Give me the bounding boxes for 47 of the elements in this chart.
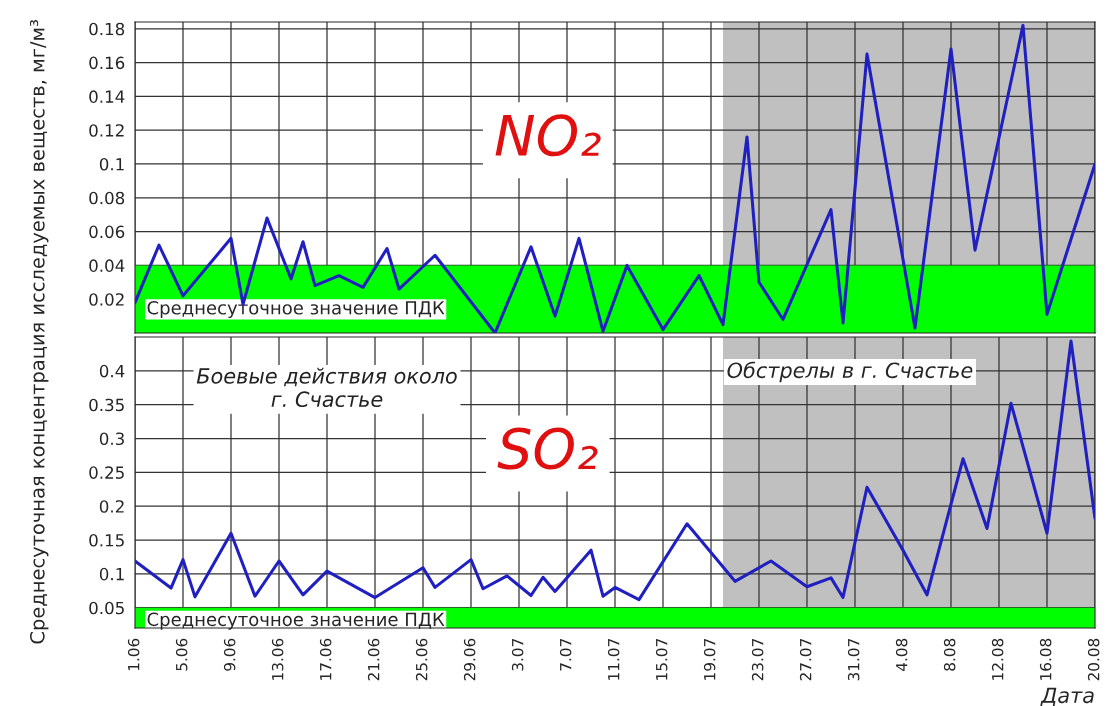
y-tick-label: 0.08 — [89, 191, 125, 205]
y-tick-label: 0.16 — [89, 56, 125, 70]
x-tick-label: 8.08 — [943, 638, 956, 671]
y-tick-label: 0.04 — [89, 259, 125, 272]
x-tick-label: 13.06 — [271, 638, 284, 680]
x-tick-label: 15.07 — [655, 639, 668, 680]
x-tick-label: 25.06 — [415, 638, 428, 681]
x-tick-label: 4.08 — [895, 638, 908, 671]
x-tick-label: 31.07 — [847, 639, 860, 681]
y-tick-label: 0.2 — [99, 500, 124, 513]
x-tick-label: 9.06 — [223, 638, 236, 671]
x-tick-label: 7.07 — [559, 639, 572, 671]
y-tick-label: 0.4 — [99, 364, 125, 378]
y-tick-label: 0.1 — [99, 567, 124, 581]
x-tick-label: 19.07 — [703, 639, 716, 680]
x-tick-label: 1.06 — [127, 638, 140, 671]
y-tick-label: 0.18 — [89, 22, 125, 36]
band-label: Обстрелы в г. Счастье — [727, 361, 973, 383]
y-axis-title: Среднесуточная концентрация исследуемых веществ, мг/м³ — [29, 20, 49, 644]
annotation: Боевые действия около г. Счастье — [196, 367, 457, 408]
band-label: Среднесуточное значение ПДК — [147, 612, 445, 630]
x-tick-label: 29.06 — [463, 638, 476, 681]
x-tick-label: 3.07 — [511, 639, 524, 671]
y-tick-label: 0.06 — [89, 225, 125, 239]
x-axis-title: Дата — [1040, 687, 1094, 706]
y-tick-label: 0.05 — [89, 601, 124, 615]
text: NO₂ — [495, 114, 601, 157]
text: SO₂ — [497, 427, 598, 470]
x-tick-label: 12.08 — [991, 638, 1004, 680]
y-tick-label: 0.14 — [89, 90, 125, 103]
band-label: Среднесуточное значение ПДК — [147, 300, 445, 319]
y-tick-label: 0.12 — [89, 124, 124, 137]
x-tick-label: 5.06 — [175, 638, 188, 671]
y-tick-label: 0.25 — [89, 466, 124, 479]
x-tick-label: 16.08 — [1039, 638, 1052, 680]
x-tick-label: 17.06 — [319, 638, 332, 680]
y-tick-label: 0.15 — [89, 533, 124, 547]
x-tick-label: 21.06 — [367, 638, 380, 681]
line-series — [135, 23, 1095, 333]
x-tick-label: 11.07 — [607, 639, 620, 680]
x-tick-label: 27.07 — [799, 639, 812, 681]
x-tick-label: 20.08 — [1087, 638, 1100, 681]
x-tick-label: 23.07 — [751, 639, 764, 681]
y-tick-label: 0.02 — [89, 293, 124, 306]
y-tick-label: 0.1 — [99, 157, 124, 171]
y-tick-label: 0.35 — [89, 398, 124, 412]
y-tick-label: 0.3 — [99, 432, 124, 446]
